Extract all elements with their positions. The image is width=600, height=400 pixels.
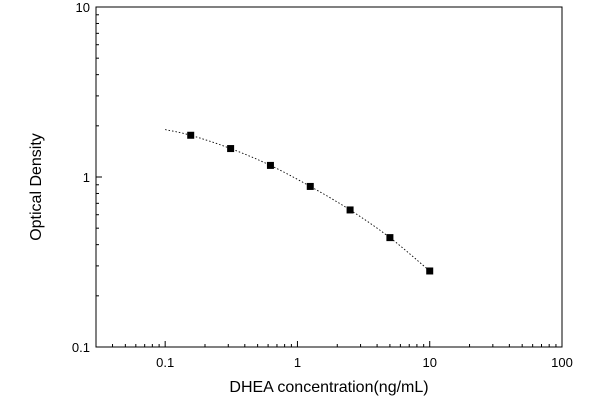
- x-axis-ticks: 0.1 1 10 100: [95, 341, 573, 370]
- data-points: [187, 131, 434, 275]
- fit-curve-layer: [165, 129, 431, 272]
- y-axis-ticks: 0.1 1 10: [72, 0, 102, 355]
- data-point: [386, 234, 394, 242]
- data-point: [346, 206, 354, 214]
- data-point: [266, 161, 274, 169]
- x-tick-label: 100: [551, 355, 573, 370]
- y-tick-label: 1: [83, 170, 90, 185]
- y-tick-label: 0.1: [72, 340, 90, 355]
- x-tick-label: 10: [422, 355, 436, 370]
- data-point: [227, 145, 235, 153]
- x-tick-label: 1: [294, 355, 301, 370]
- x-tick-label: 0.1: [156, 355, 174, 370]
- x-axis-title: DHEA concentration(ng/mL): [229, 379, 428, 396]
- data-point: [426, 267, 434, 275]
- y-tick-label: 10: [76, 0, 90, 15]
- data-point: [306, 182, 314, 190]
- y-axis-title: Optical Density: [28, 133, 45, 241]
- data-point: [187, 131, 195, 139]
- plot-frame: [95, 6, 563, 348]
- fit-curve-line: [165, 129, 431, 272]
